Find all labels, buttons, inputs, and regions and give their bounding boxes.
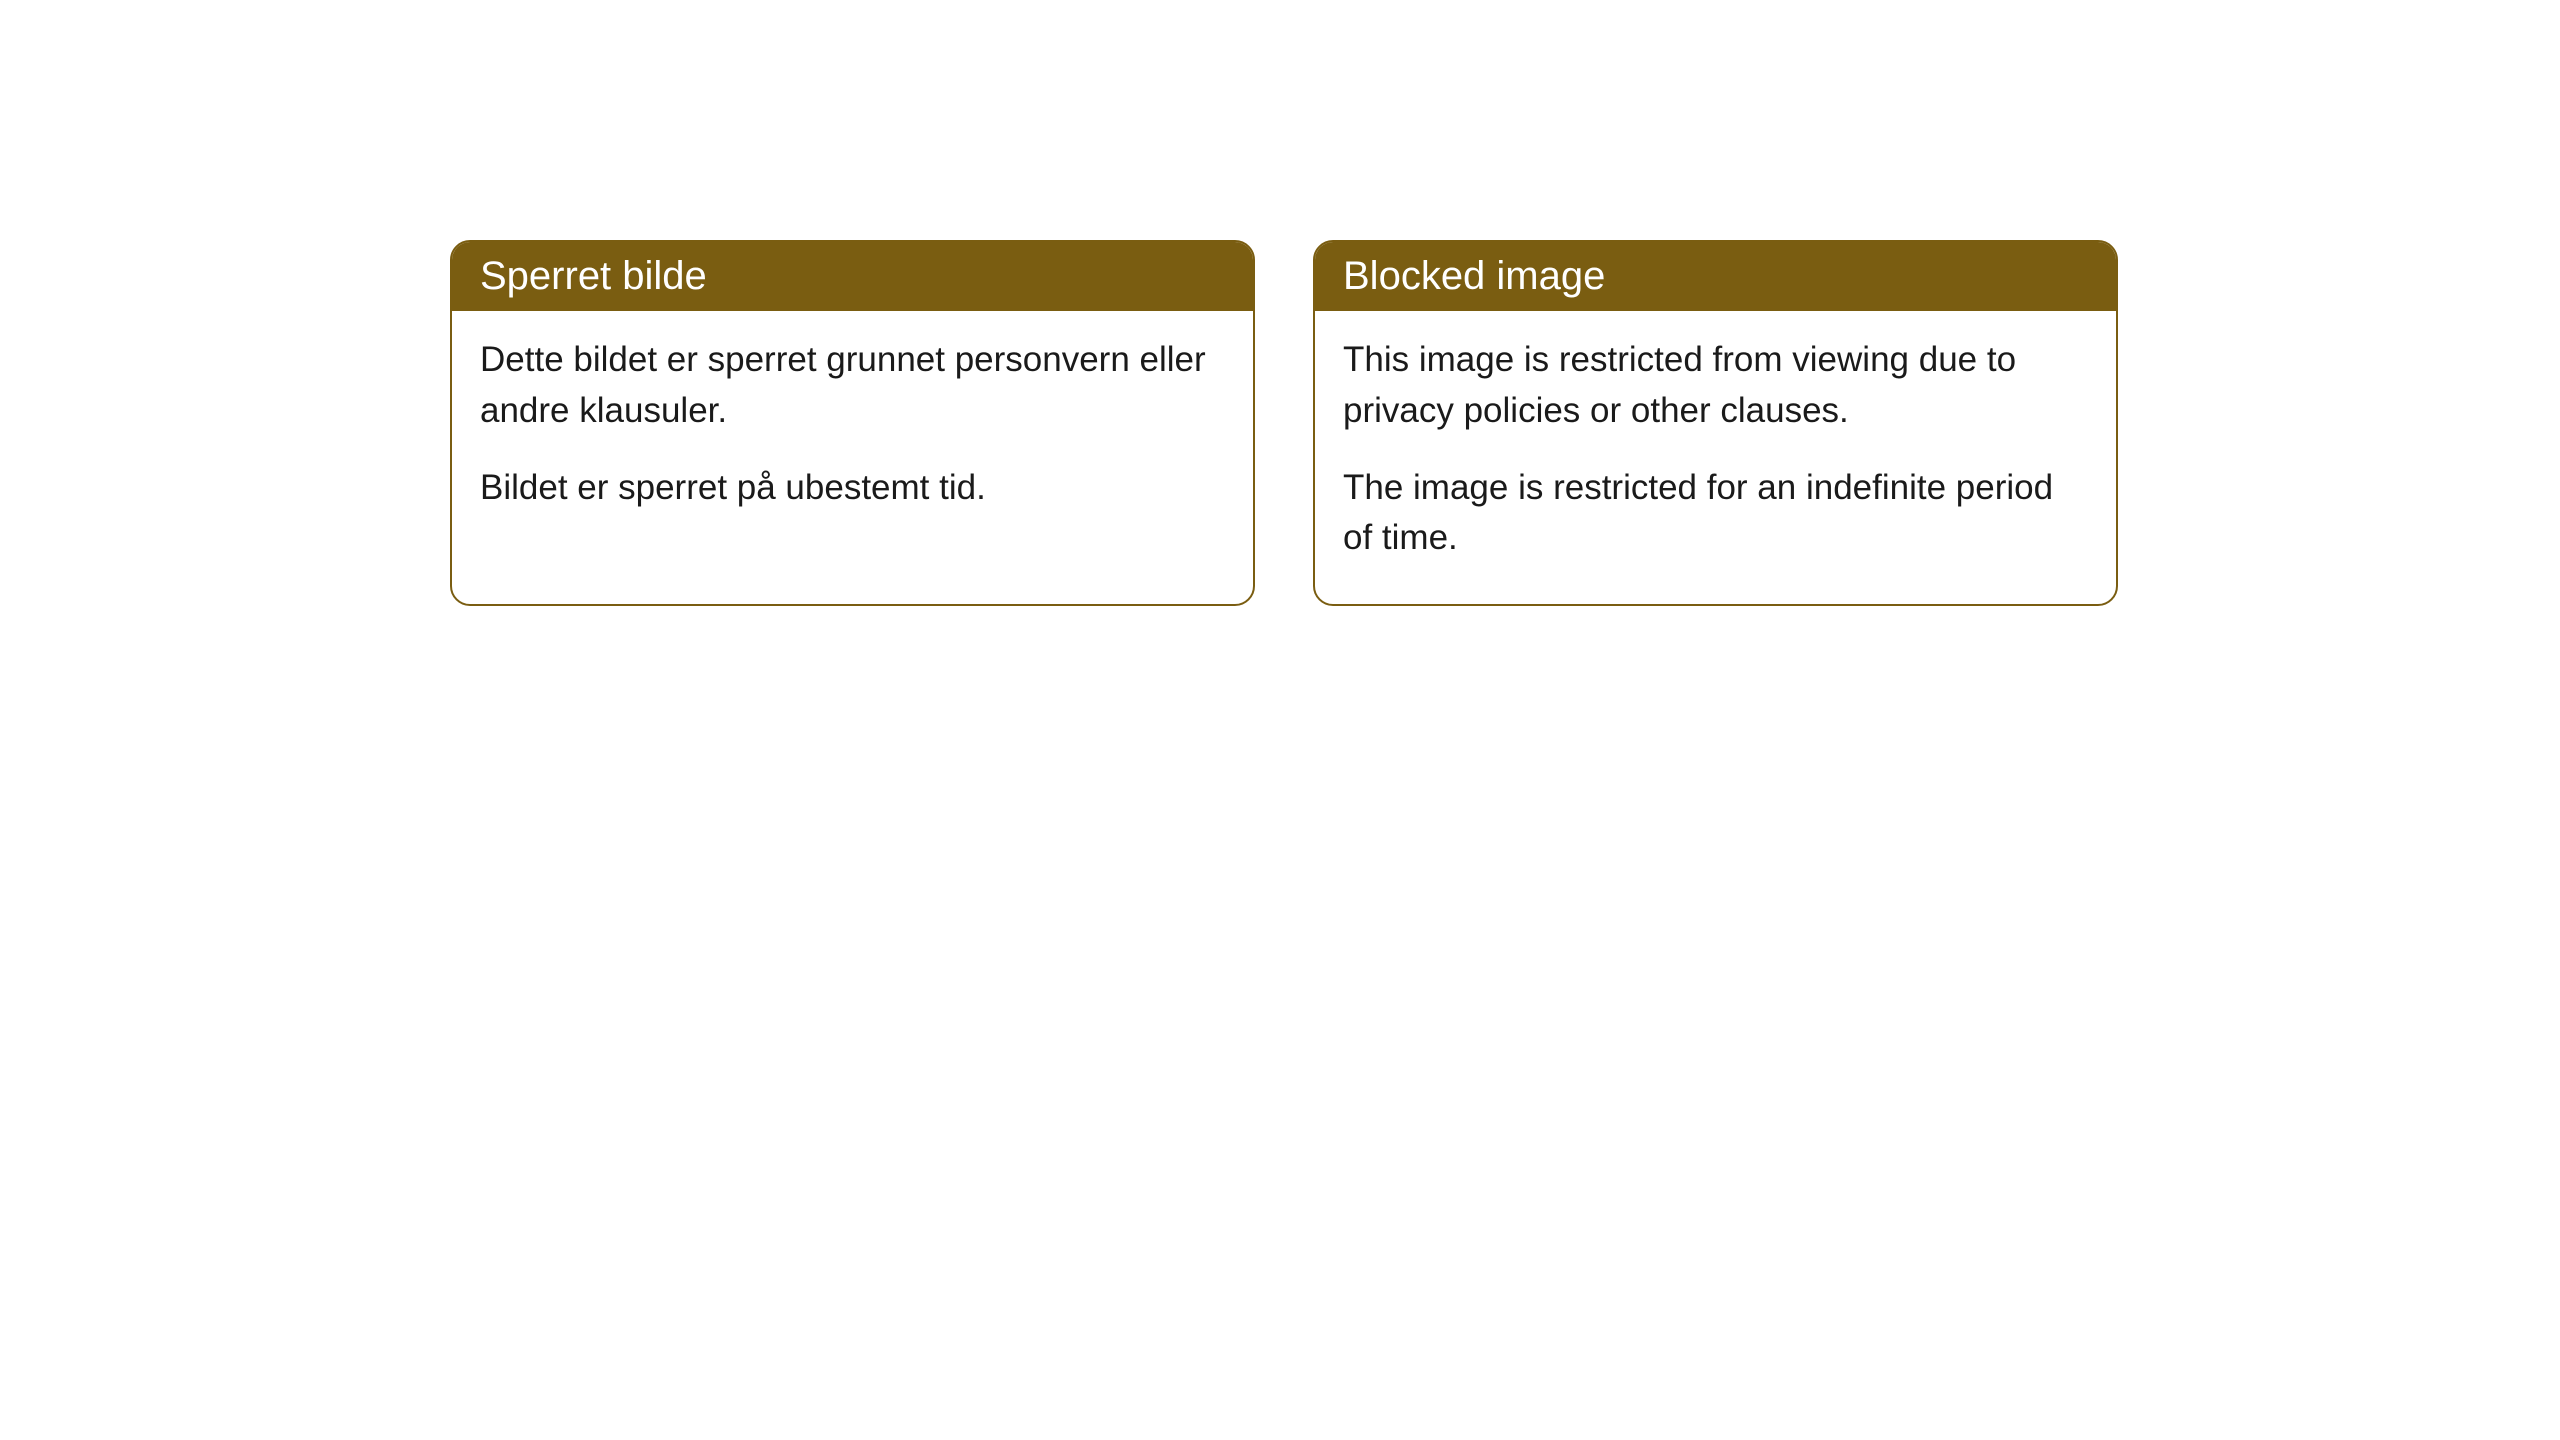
card-header: Sperret bilde — [452, 242, 1253, 311]
card-paragraph-2: Bildet er sperret på ubestemt tid. — [480, 463, 1225, 514]
card-title: Blocked image — [1343, 254, 1605, 298]
card-paragraph-1: Dette bildet er sperret grunnet personve… — [480, 335, 1225, 437]
card-paragraph-2: The image is restricted for an indefinit… — [1343, 463, 2088, 565]
blocked-image-card-no: Sperret bilde Dette bildet er sperret gr… — [450, 240, 1255, 606]
card-paragraph-1: This image is restricted from viewing du… — [1343, 335, 2088, 437]
notice-cards-container: Sperret bilde Dette bildet er sperret gr… — [450, 240, 2118, 606]
card-body: This image is restricted from viewing du… — [1315, 311, 2116, 604]
blocked-image-card-en: Blocked image This image is restricted f… — [1313, 240, 2118, 606]
card-body: Dette bildet er sperret grunnet personve… — [452, 311, 1253, 553]
card-title: Sperret bilde — [480, 254, 707, 298]
card-header: Blocked image — [1315, 242, 2116, 311]
